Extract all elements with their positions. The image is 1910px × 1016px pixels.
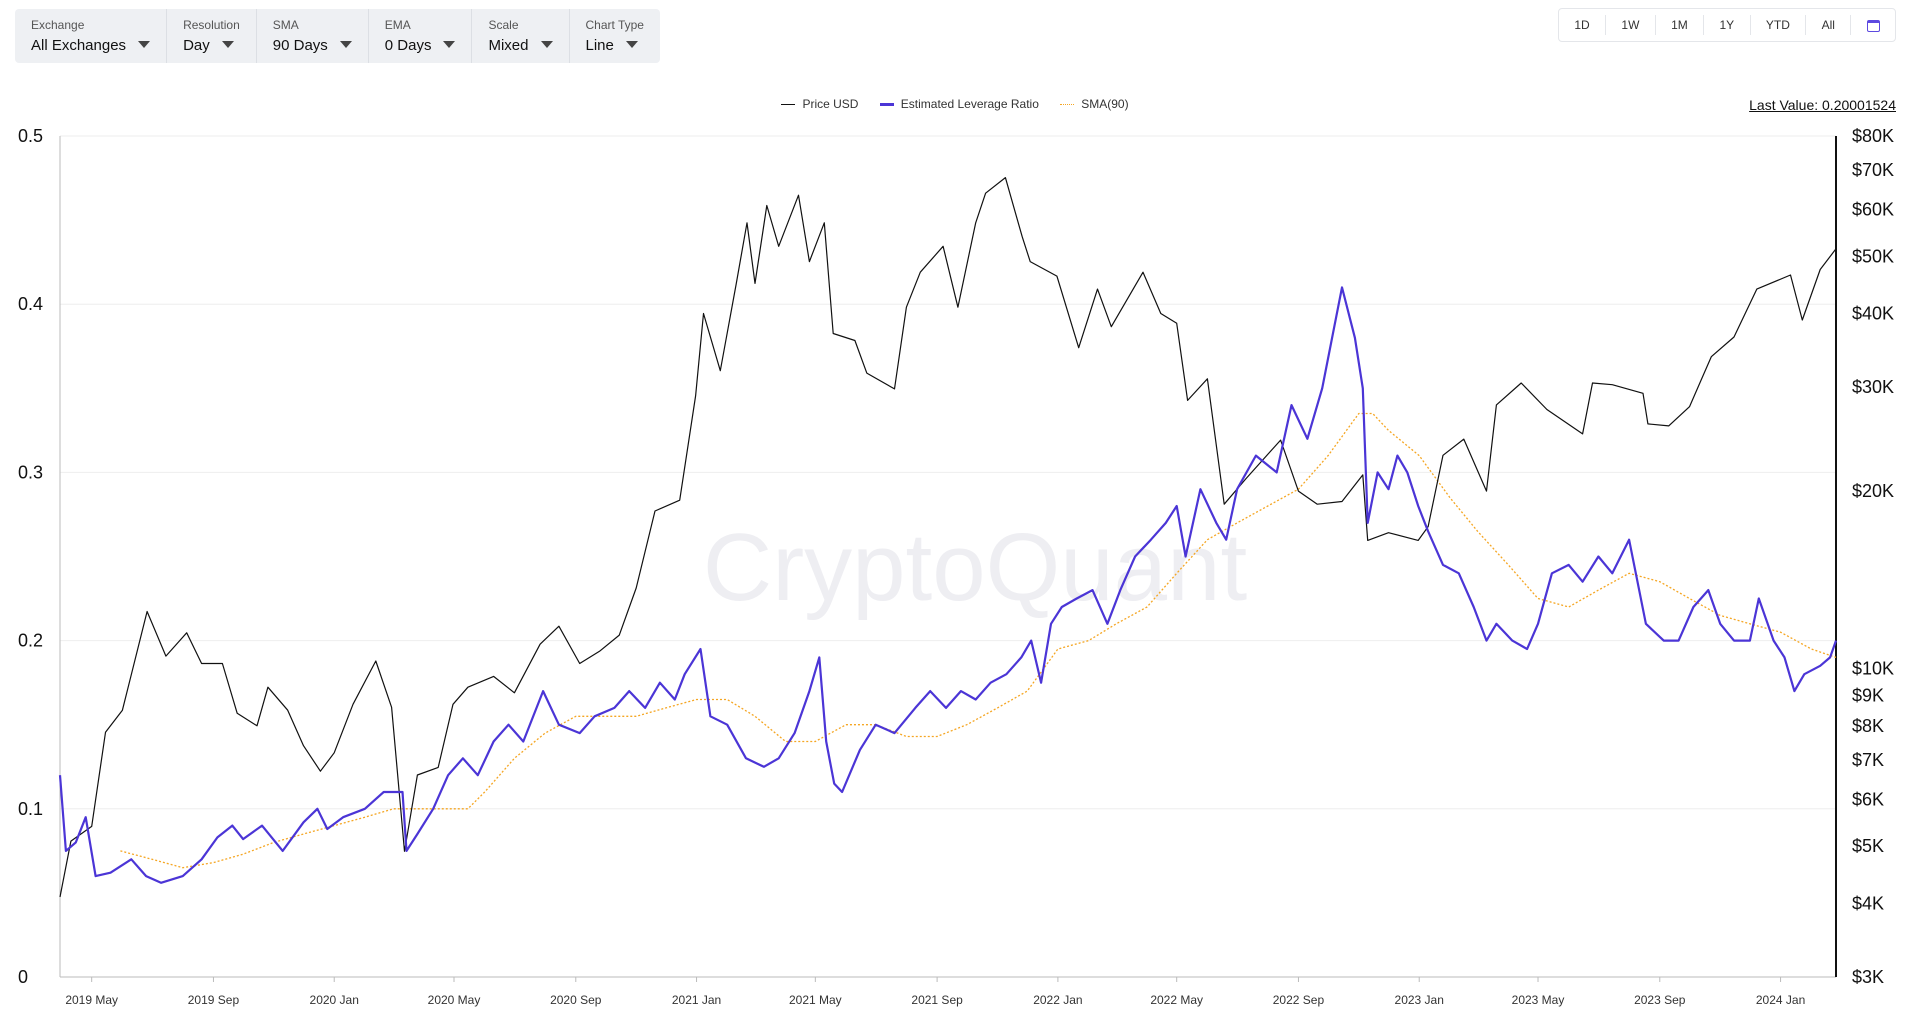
y-right-tick-label: $50K [1852,246,1894,266]
legend-sma-swatch [1060,104,1075,106]
chart-type-label: Chart Type [585,18,644,32]
legend-price[interactable]: Price USD [781,97,858,111]
y-left-tick-label: 0.1 [18,799,43,819]
y-right-tick-label: $20K [1852,481,1894,501]
range-all-button[interactable]: All [1806,15,1852,35]
legend-sma[interactable]: SMA(90) [1060,97,1129,111]
y-right-tick-label: $10K [1852,659,1894,679]
y-left-tick-label: 0.2 [18,631,43,651]
y-left-tick-label: 0.3 [18,462,43,482]
scale-value: Mixed [488,37,529,54]
x-tick-label: 2020 Jan [310,993,359,1007]
x-tick-label: 2021 Sep [911,993,963,1007]
scale-dropdown[interactable]: Scale Mixed [472,9,570,63]
ema-dropdown[interactable]: EMA 0 Days [369,9,473,63]
sma-dropdown[interactable]: SMA 90 Days [257,9,369,63]
ema-label: EMA [384,18,411,32]
x-tick-label: 2019 Sep [188,993,240,1007]
legend-price-swatch [781,104,796,106]
y-right-tick-label: $60K [1852,200,1894,220]
legend-leverage-swatch [879,103,894,107]
y-right-tick-label: $6K [1852,789,1884,809]
tick-labels: 0 0.1 0.2 0.3 0.4 0.5 $3K $4K $5K $6K $7K $8K $9K $10… [18,126,1894,1007]
y-left-tick-label: 0.5 [18,126,43,146]
caret-down-icon [625,41,638,48]
x-tick-label: 2023 May [1512,993,1565,1007]
exchange-value: All Exchanges [31,37,127,54]
y-right-tick-label: $3K [1852,967,1884,987]
sma-value: 90 Days [272,37,328,54]
caret-down-icon [339,41,352,48]
range-selector: 1D 1W 1M 1Y YTD All [1558,8,1896,42]
sma-90-line [120,412,1837,869]
exchange-dropdown[interactable]: Exchange All Exchanges [15,9,168,63]
resolution-dropdown[interactable]: Resolution Day [167,9,257,63]
y-right-tick-label: $70K [1852,160,1894,180]
range-1d-button[interactable]: 1D [1559,15,1607,35]
range-1y-button[interactable]: 1Y [1704,15,1751,35]
x-tick-label: 2021 Jan [672,993,721,1007]
ema-value: 0 Days [384,37,432,54]
x-tick-label: 2023 Sep [1634,993,1686,1007]
x-tick-label: 2022 Jan [1033,993,1082,1007]
price-usd-line [59,177,1837,898]
legend-leverage-label: Estimated Leverage Ratio [900,97,1039,111]
y-left-tick-label: 0 [18,967,28,987]
chart-type-value: Line [585,37,614,54]
y-right-tick-label: $8K [1852,716,1884,736]
y-right-tick-label: $4K [1852,893,1884,913]
calendar-icon [1866,19,1880,32]
scale-label: Scale [488,18,519,32]
x-tick-label: 2021 May [789,993,842,1007]
caret-down-icon [138,41,151,48]
calendar-button[interactable] [1851,15,1895,35]
y-right-tick-label: $40K [1852,304,1894,324]
y-left-tick-label: 0.4 [18,294,43,314]
watermark: CryptoQuant [703,514,1247,621]
x-tick-label: 2019 May [65,993,118,1007]
resolution-value: Day [183,37,210,54]
y-right-tick-label: $9K [1852,686,1884,706]
caret-down-icon [540,41,553,48]
legend-price-label: Price USD [802,97,859,111]
y-right-tick-label: $80K [1852,126,1894,146]
range-ytd-button[interactable]: YTD [1751,15,1807,35]
range-1w-button[interactable]: 1W [1606,15,1656,35]
resolution-label: Resolution [183,18,240,32]
last-value-link[interactable]: Last Value: 0.20001524 [1749,97,1896,113]
y-right-tick-label: $7K [1852,750,1884,770]
range-1m-button[interactable]: 1M [1656,15,1705,35]
chart-type-dropdown[interactable]: Chart Type Line [570,9,660,63]
grid-lines [60,135,1836,810]
x-tick-label: 2020 May [428,993,481,1007]
y-right-tick-label: $30K [1852,377,1894,397]
legend-sma-label: SMA(90) [1081,97,1129,111]
x-tick-label: 2022 Sep [1273,993,1325,1007]
x-tick-label: 2024 Jan [1756,993,1805,1007]
x-tick-label: 2022 May [1150,993,1203,1007]
filter-toolbar: Exchange All Exchanges Resolution Day SM… [15,9,660,63]
caret-down-icon [443,41,456,48]
y-right-tick-label: $5K [1852,836,1884,856]
legend-leverage[interactable]: Estimated Leverage Ratio [879,97,1039,111]
chart-legend: Price USD Estimated Leverage Ratio SMA(9… [0,97,1910,111]
leverage-ratio-line [58,286,1838,884]
caret-down-icon [221,41,234,48]
exchange-label: Exchange [31,18,85,32]
sma-label: SMA [272,18,299,32]
series-lines [58,177,1838,898]
x-tick-label: 2023 Jan [1395,993,1444,1007]
x-tick-label: 2020 Sep [550,993,602,1007]
axes [59,136,1837,982]
